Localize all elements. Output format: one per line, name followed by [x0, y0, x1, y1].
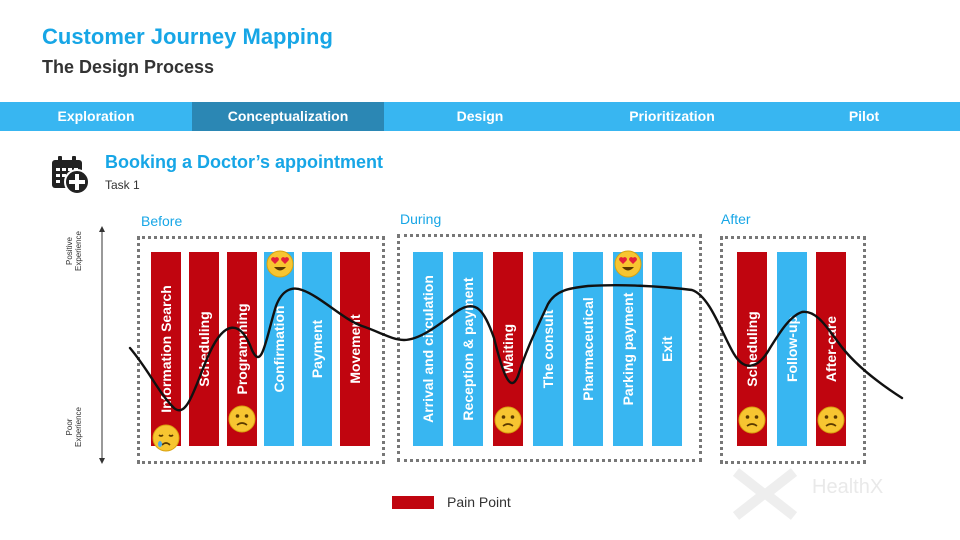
task-subtitle: Task 1	[105, 178, 140, 192]
stage-reception-and-payment: Reception & payment	[453, 252, 483, 446]
confused-face-icon	[738, 406, 766, 434]
heart-eyes-face-icon	[266, 250, 294, 278]
brand-watermark: HealthX	[812, 476, 884, 498]
phase-before-label: Before	[141, 213, 183, 229]
confused-face-icon	[817, 406, 845, 434]
stage-scheduling: Scheduling	[189, 252, 219, 446]
confused-face-icon	[494, 406, 522, 434]
stage-confirmation: Confirmation	[264, 252, 294, 446]
stage-follow-up: Follow-up	[777, 252, 807, 446]
tab-pilot[interactable]: Pilot	[848, 108, 880, 124]
page-title: Customer Journey Mapping	[42, 24, 333, 49]
phase-during-box	[397, 234, 702, 462]
stage-movement: Movement	[340, 252, 370, 446]
task-title: Booking a Doctor’s appointment	[105, 152, 384, 172]
calendar-medical-icon	[52, 156, 90, 195]
tab-prioritization[interactable]: Prioritization	[629, 108, 715, 124]
experience-axis	[99, 226, 105, 464]
process-tabs: Exploration Conceptualization Design Pri…	[0, 102, 960, 131]
stage-exit: Exit	[652, 252, 682, 446]
confused-face-icon	[228, 405, 256, 433]
phase-after-box	[720, 236, 866, 464]
sad-face-icon	[152, 424, 180, 452]
legend-pain-point-label: Pain Point	[447, 494, 511, 510]
stage-the-consult: The consult	[533, 252, 563, 446]
page-subtitle: The Design Process	[42, 57, 215, 77]
stage-arrival-and-circulation: Arrival and circulation	[413, 252, 443, 446]
healthx-logo-icon	[732, 468, 798, 520]
heart-eyes-face-icon	[614, 250, 642, 278]
tab-conceptualization[interactable]: Conceptualization	[192, 102, 384, 131]
phase-before-box	[137, 236, 385, 464]
stage-payment: Payment	[302, 252, 332, 446]
phase-during-label: During	[400, 211, 442, 227]
tab-design[interactable]: Design	[456, 108, 504, 124]
legend-pain-point-swatch	[392, 496, 434, 509]
stage-information-search: Information Search	[151, 252, 181, 446]
tab-exploration[interactable]: Exploration	[57, 108, 135, 124]
phase-after-label: After	[721, 211, 751, 227]
